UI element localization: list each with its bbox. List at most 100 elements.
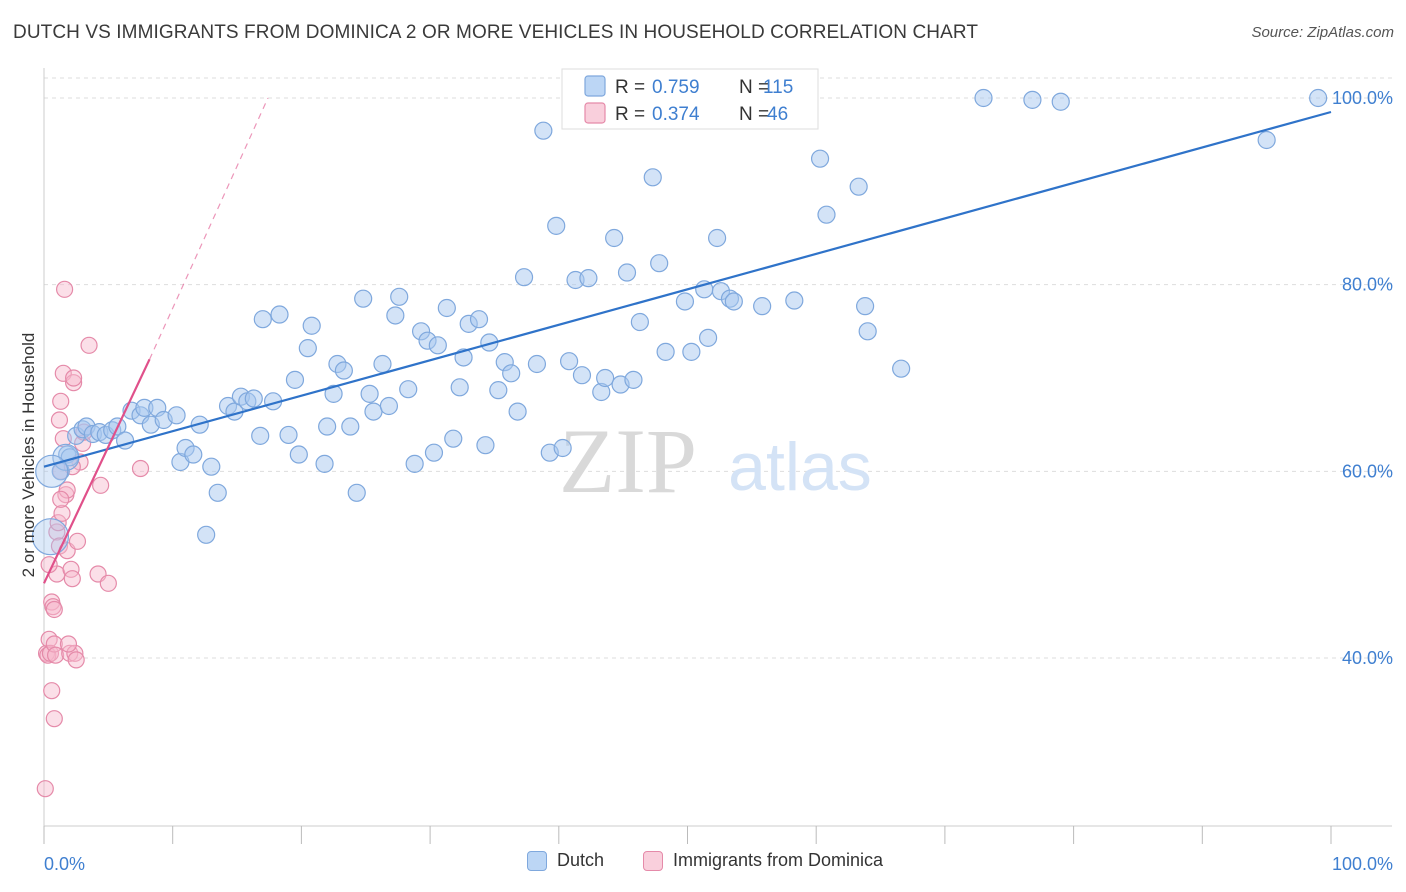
dominica-trend-line	[43, 358, 151, 584]
dominica-point	[40, 630, 58, 648]
dutch-point	[167, 406, 186, 425]
dutch-point	[197, 525, 216, 544]
dutch-point	[354, 289, 373, 308]
x-tick-label: 0.0%	[44, 854, 85, 874]
dominica-point	[80, 336, 98, 354]
dutch-point	[424, 443, 444, 462]
dominica-point	[52, 490, 70, 508]
dominica-point	[65, 369, 83, 387]
legend-swatch	[584, 102, 606, 124]
dutch-point	[572, 366, 592, 385]
dominica-point	[66, 644, 84, 662]
dutch-point	[253, 310, 272, 329]
dutch-point	[184, 445, 203, 464]
legend-n-value: 46	[767, 104, 788, 125]
watermark-atlas: atlas	[728, 429, 872, 505]
dutch-point	[656, 342, 675, 361]
dutch-point	[527, 354, 547, 374]
dutch-point	[341, 417, 360, 436]
dutch-point	[1051, 92, 1070, 111]
bottom-legend: Dutch Immigrants from Dominica	[0, 850, 1406, 880]
dutch-point	[579, 269, 598, 288]
dutch-point	[682, 342, 701, 361]
dutch-point	[856, 297, 875, 316]
dominica-point	[46, 646, 65, 664]
y-tick-label: 60.0%	[1342, 461, 1393, 481]
dutch-trend-line	[43, 110, 1332, 468]
dominica-point	[43, 682, 61, 700]
dutch-point	[302, 316, 321, 335]
legend-swatch	[584, 75, 606, 97]
dominica-point	[55, 280, 74, 298]
dutch-point	[1309, 88, 1328, 108]
dutch-point	[559, 352, 579, 371]
y-tick-label: 40.0%	[1342, 648, 1393, 668]
grid-lines	[44, 77, 1392, 659]
legend-swatch-dutch	[527, 850, 547, 871]
dutch-point	[785, 291, 804, 310]
dutch-point	[324, 384, 343, 403]
legend-label-dutch: Dutch	[557, 850, 605, 870]
source-label: Source: ZipAtlas.com	[1251, 24, 1394, 41]
dutch-point	[476, 436, 495, 455]
dutch-point	[708, 228, 727, 248]
dutch-point	[279, 425, 298, 445]
dutch-point	[334, 361, 353, 380]
dutch-point	[810, 149, 830, 168]
dutch-point	[974, 88, 993, 108]
dutch-point	[502, 364, 521, 383]
watermark-zip: ZIP	[559, 410, 697, 512]
dutch-point	[270, 305, 289, 324]
dutch-point	[617, 263, 637, 282]
y-axis-label: 2 or more Vehicles in Household	[19, 333, 38, 578]
tick-labels: 40.0% 60.0% 80.0% 100.0% 0.0% 100.0%	[44, 88, 1393, 874]
legend-swatch-dominica	[643, 850, 663, 871]
legend-r-label: R =	[615, 77, 645, 98]
dominica-point	[68, 532, 87, 550]
x-tick-label: 100.0%	[1332, 854, 1393, 874]
dutch-point	[450, 378, 469, 397]
legend-r-label: R =	[615, 104, 645, 125]
dutch-point	[553, 438, 572, 458]
dutch-point	[817, 205, 836, 224]
dominica-trend-extension	[148, 97, 269, 360]
dutch-point	[508, 402, 527, 421]
dutch-points	[31, 88, 1328, 556]
dominica-point	[65, 374, 83, 392]
dominica-point	[36, 780, 54, 798]
dominica-point	[63, 570, 81, 588]
legend-item-dutch[interactable]: Dutch	[527, 850, 604, 871]
dutch-point	[1257, 130, 1276, 150]
dutch-point	[1023, 90, 1042, 109]
trend-lines	[43, 97, 1332, 584]
dutch-point	[360, 384, 379, 403]
dutch-point	[469, 310, 489, 329]
dominica-point	[67, 651, 85, 669]
dutch-point	[534, 121, 553, 140]
dutch-point	[399, 380, 418, 399]
dutch-point-cluster	[35, 454, 69, 488]
dominica-point	[92, 476, 110, 494]
dutch-point	[858, 322, 877, 341]
dutch-point	[347, 483, 366, 502]
dutch-point	[596, 368, 615, 388]
chart-title: DUTCH VS IMMIGRANTS FROM DOMINICA 2 OR M…	[13, 22, 979, 43]
dutch-point	[547, 216, 566, 235]
dutch-point	[318, 417, 337, 436]
dutch-point	[251, 426, 270, 445]
legend-r-value: 0.759	[652, 77, 700, 98]
dominica-point	[45, 710, 63, 728]
dutch-point	[624, 370, 643, 389]
y-tick-label: 100.0%	[1332, 88, 1393, 108]
dutch-point	[428, 336, 447, 355]
dutch-point	[244, 389, 263, 408]
dutch-point	[724, 292, 743, 311]
dutch-point-cluster	[31, 518, 70, 556]
legend-item-dominica[interactable]: Immigrants from Dominica	[643, 850, 883, 871]
legend-n-value: 115	[763, 77, 793, 98]
dominica-point	[45, 600, 63, 619]
dominica-point	[53, 504, 71, 522]
watermark: ZIP atlas	[559, 410, 872, 512]
